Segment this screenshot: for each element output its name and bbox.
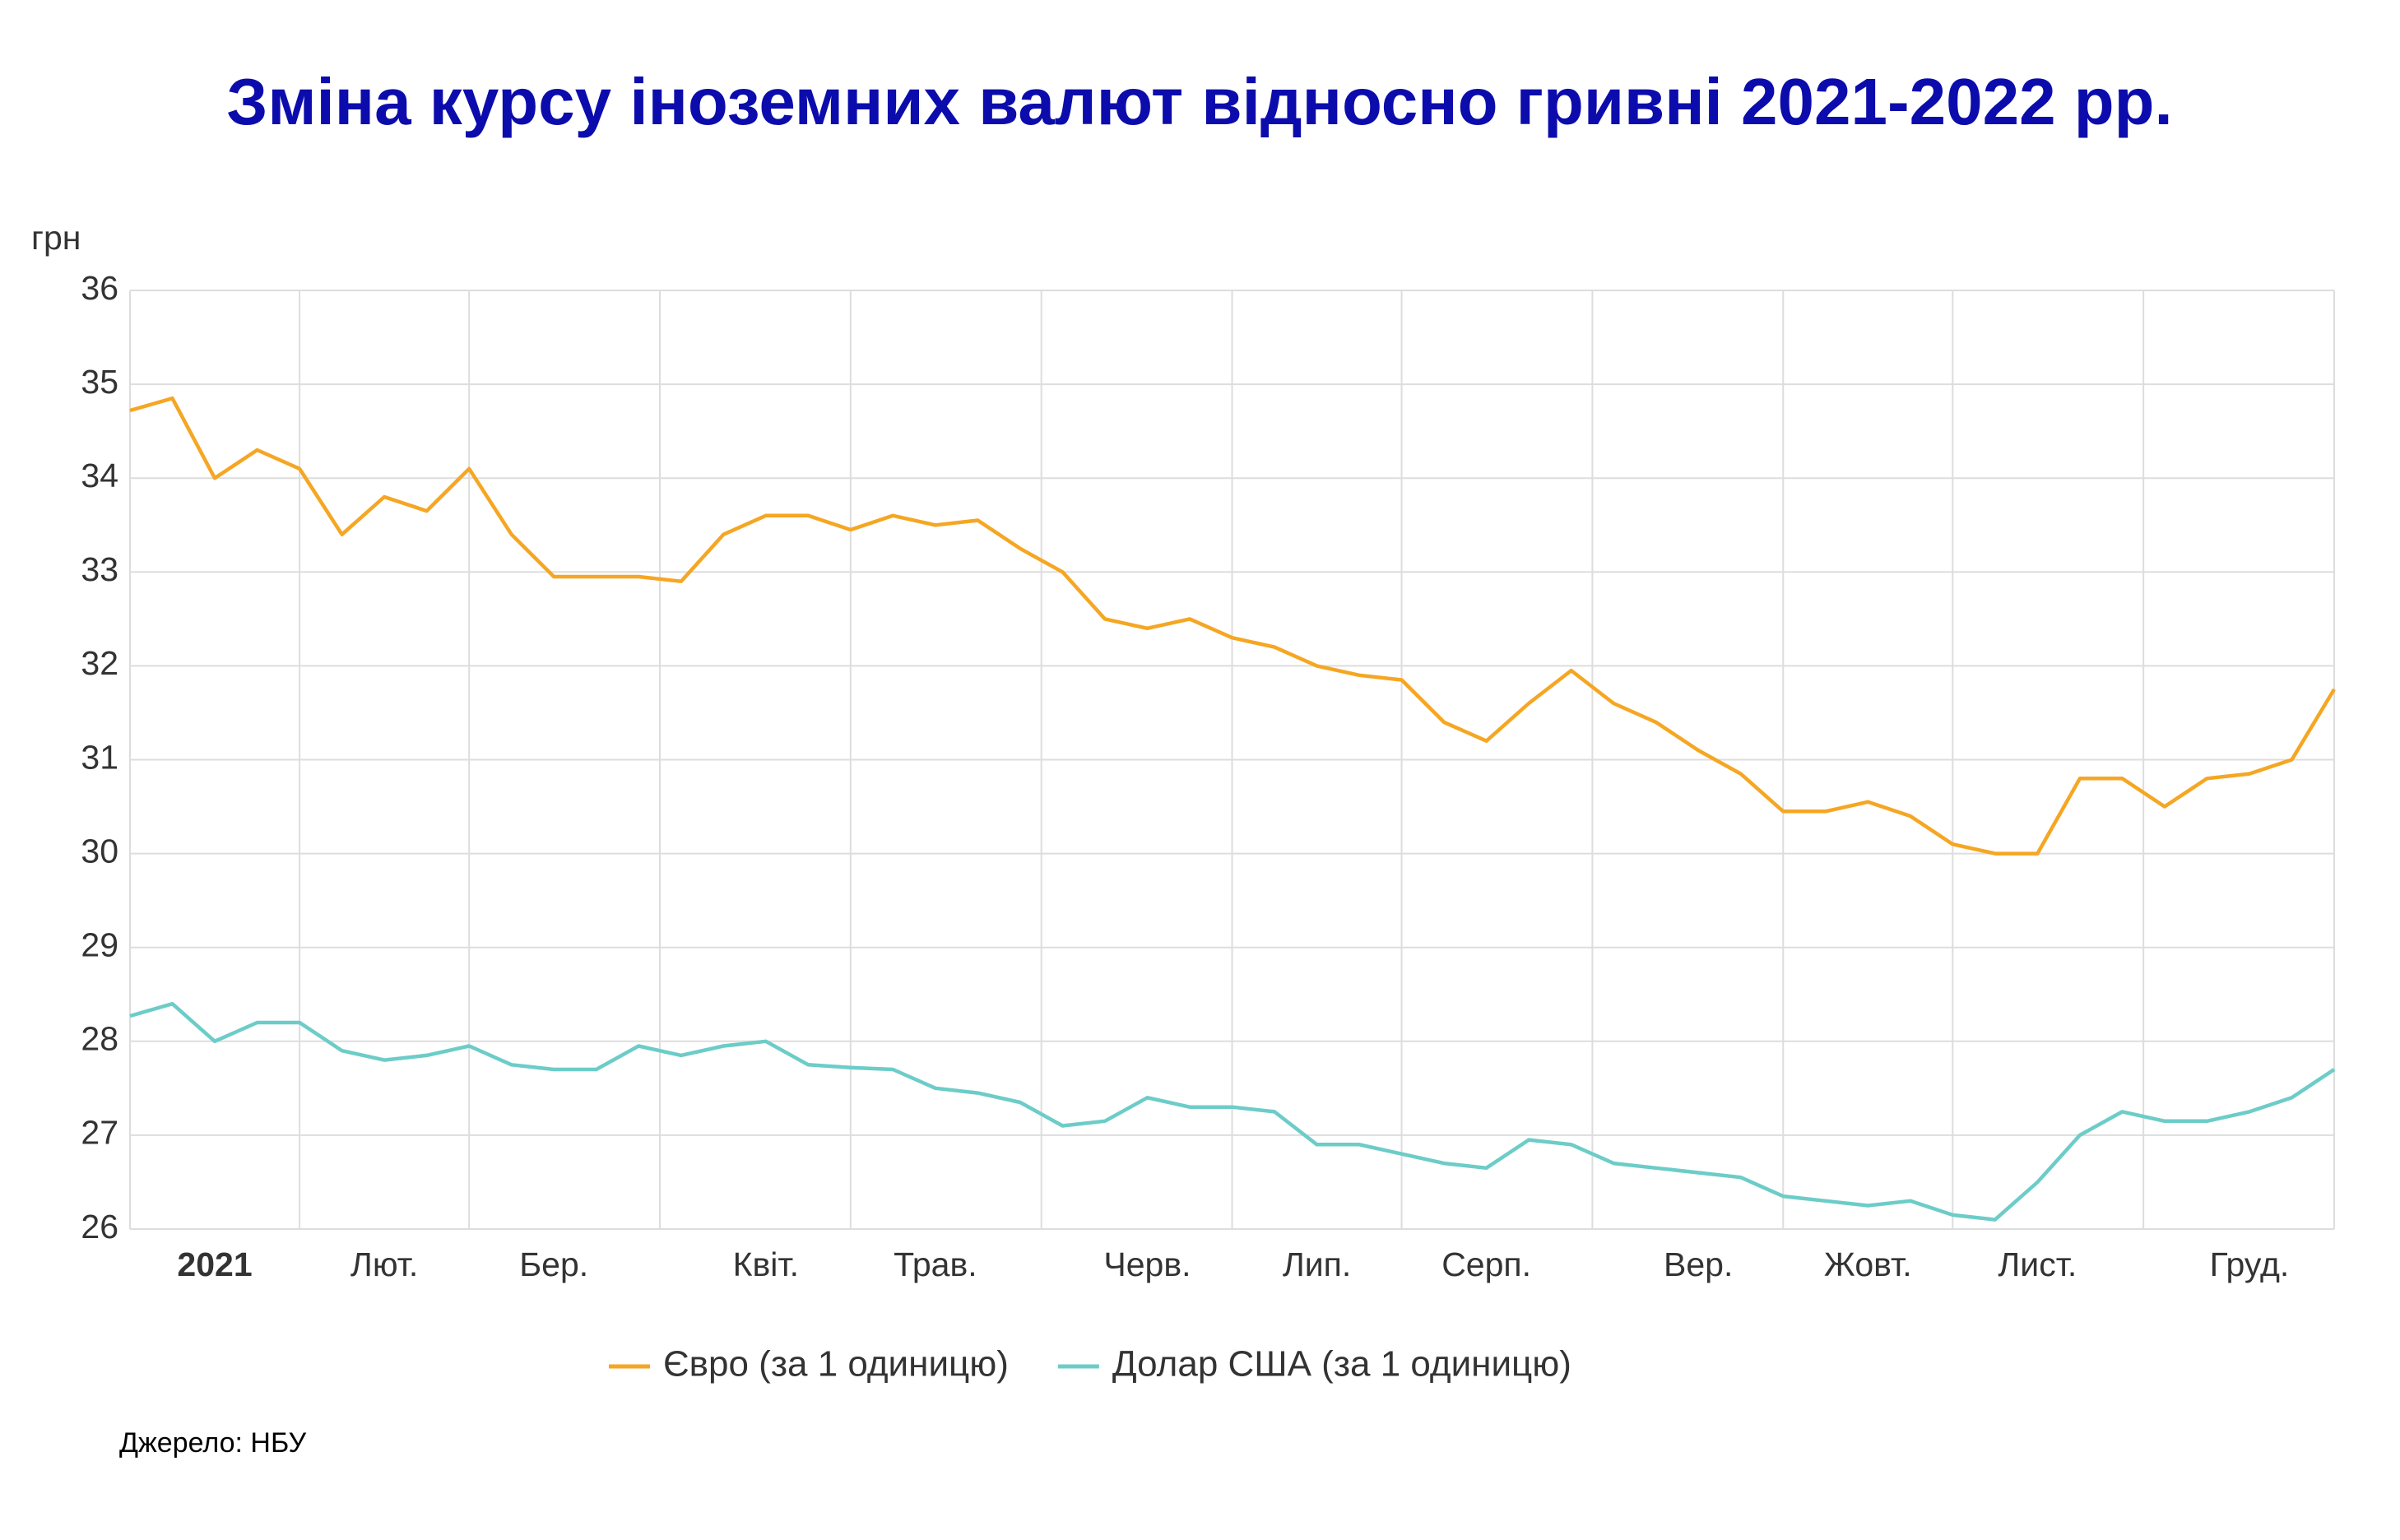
x-tick-label: Серп.: [1441, 1245, 1531, 1283]
x-tick-label: Груд.: [2210, 1245, 2290, 1283]
y-tick-label: 27: [81, 1114, 118, 1152]
y-tick-label: 34: [81, 457, 118, 494]
source: Джерело: НБУ: [119, 1427, 306, 1459]
x-tick-label: Черв.: [1103, 1245, 1191, 1283]
legend-label: Долар США (за 1 одиницю): [1112, 1344, 1571, 1385]
y-tick-label: 26: [81, 1208, 118, 1245]
x-tick-label: Лист.: [1998, 1245, 2077, 1283]
y-tick-label: 35: [81, 363, 118, 401]
x-tick-label: Бер.: [519, 1245, 588, 1283]
y-tick-label: 32: [81, 644, 118, 682]
x-tick-label: Лют.: [350, 1245, 418, 1283]
y-tick-label: 28: [81, 1020, 118, 1058]
x-tick-label: Жовт.: [1824, 1245, 1912, 1283]
line-series: [129, 1001, 2336, 1222]
x-tick-label: 2021: [177, 1245, 252, 1283]
y-tick-label: 30: [81, 832, 118, 870]
y-tick-label: 31: [81, 738, 118, 776]
chart-title: Зміна курсу іноземних валют відносно гри…: [226, 65, 2173, 138]
y-tick-label: 36: [81, 269, 118, 307]
x-tick-label: Квіт.: [733, 1245, 799, 1283]
line-series: [129, 396, 2336, 856]
y-tick-label: 33: [81, 550, 118, 588]
x-tick-label: Лип.: [1283, 1245, 1351, 1283]
x-tick-label: Трав.: [894, 1245, 977, 1283]
y-tick-label: 29: [81, 926, 118, 964]
legend-label: Євро (за 1 одиницю): [663, 1344, 1009, 1385]
y-axis-label: грн: [31, 219, 81, 257]
x-tick-label: Вер.: [1664, 1245, 1733, 1283]
